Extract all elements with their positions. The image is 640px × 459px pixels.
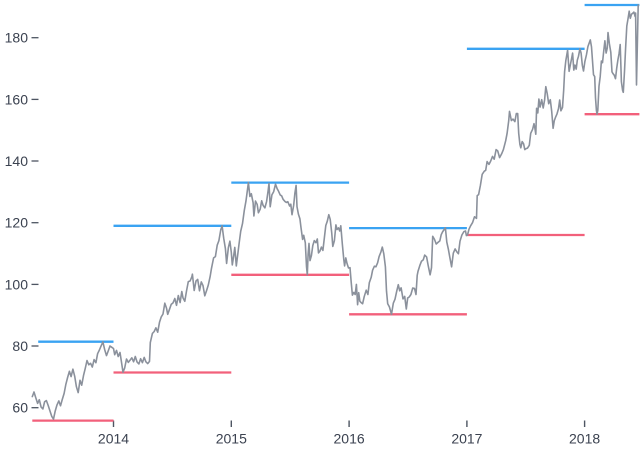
- y-tick-label: 160: [5, 91, 29, 107]
- year-level-lines: [32, 3, 640, 422]
- y-tick-label: 100: [5, 276, 29, 292]
- x-tick-label: 2017: [451, 431, 482, 447]
- x-tick-label: 2014: [98, 431, 129, 447]
- y-tick-label: 60: [12, 400, 28, 416]
- x-tick-label: 2018: [569, 431, 600, 447]
- y-tick-label: 120: [5, 215, 29, 231]
- y-tick-label: 140: [5, 153, 29, 169]
- x-tick-label: 2015: [216, 431, 247, 447]
- y-axis: 60 80 100 120 140 160 180: [5, 30, 39, 416]
- x-tick-label: 2016: [334, 431, 365, 447]
- x-axis: 2014 2015 2016 2017 2018: [98, 420, 600, 447]
- price-line: [31, 4, 640, 420]
- y-tick-label: 80: [12, 338, 28, 354]
- y-tick-label: 180: [5, 30, 29, 46]
